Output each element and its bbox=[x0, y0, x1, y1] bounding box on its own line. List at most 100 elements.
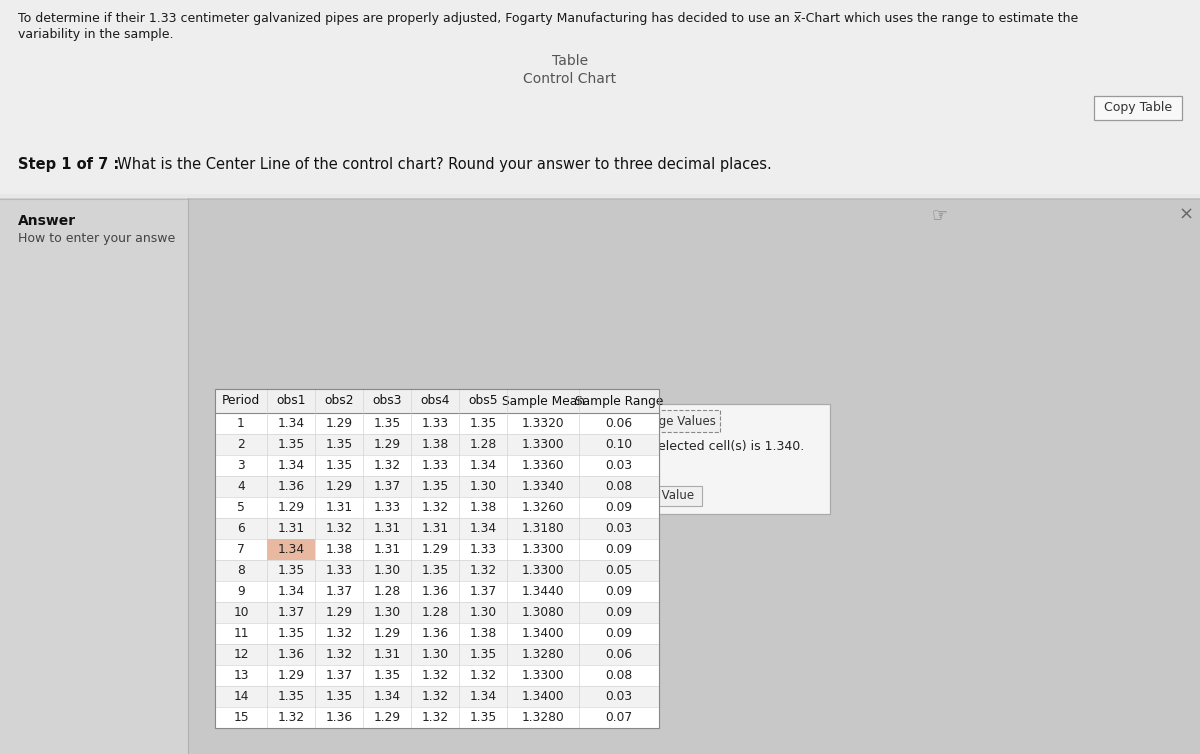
Text: 1.35: 1.35 bbox=[277, 690, 305, 703]
Text: 1.37: 1.37 bbox=[277, 606, 305, 619]
Text: 1.35: 1.35 bbox=[421, 480, 449, 493]
Text: 0.06: 0.06 bbox=[606, 417, 632, 430]
Text: 1.30: 1.30 bbox=[373, 564, 401, 577]
Bar bbox=[520, 404, 830, 514]
Text: Copy Value: Copy Value bbox=[628, 489, 694, 502]
Bar bbox=[215, 389, 659, 413]
Text: 13: 13 bbox=[233, 669, 248, 682]
Text: 9: 9 bbox=[238, 585, 245, 598]
Text: 1.38: 1.38 bbox=[421, 438, 449, 451]
Text: 2: 2 bbox=[238, 438, 245, 451]
Text: 1.30: 1.30 bbox=[421, 648, 449, 661]
Text: 1.31: 1.31 bbox=[373, 522, 401, 535]
Text: 0.08: 0.08 bbox=[605, 669, 632, 682]
Text: 1.36: 1.36 bbox=[325, 711, 353, 724]
Text: 0.09: 0.09 bbox=[606, 585, 632, 598]
Text: 1.36: 1.36 bbox=[277, 648, 305, 661]
Text: 1.3300: 1.3300 bbox=[522, 564, 564, 577]
Text: 0.05: 0.05 bbox=[605, 564, 632, 577]
Text: Sample Mean: Sample Mean bbox=[502, 394, 584, 407]
Text: Period: Period bbox=[222, 394, 260, 407]
Text: 1.3320: 1.3320 bbox=[522, 417, 564, 430]
Text: 1.35: 1.35 bbox=[469, 711, 497, 724]
Text: 0.09: 0.09 bbox=[606, 627, 632, 640]
Text: 4: 4 bbox=[238, 480, 245, 493]
Text: 1.28: 1.28 bbox=[469, 438, 497, 451]
Text: 1.34: 1.34 bbox=[277, 459, 305, 472]
Bar bbox=[215, 707, 659, 728]
Text: 1.29: 1.29 bbox=[373, 711, 401, 724]
Text: 1.3400: 1.3400 bbox=[522, 627, 564, 640]
Text: 1.28: 1.28 bbox=[421, 606, 449, 619]
Text: 1.29: 1.29 bbox=[325, 480, 353, 493]
Bar bbox=[215, 623, 659, 644]
Text: 1.37: 1.37 bbox=[325, 669, 353, 682]
Text: 1.3400: 1.3400 bbox=[522, 690, 564, 703]
Text: 1.3280: 1.3280 bbox=[522, 711, 564, 724]
Bar bbox=[215, 644, 659, 665]
Text: 0.09: 0.09 bbox=[606, 606, 632, 619]
Text: 1.3300: 1.3300 bbox=[522, 669, 564, 682]
Text: 1.35: 1.35 bbox=[325, 438, 353, 451]
Text: 1.29: 1.29 bbox=[325, 417, 353, 430]
Bar bbox=[215, 518, 659, 539]
Text: 1.33: 1.33 bbox=[421, 417, 449, 430]
Bar bbox=[215, 497, 659, 518]
Text: 10: 10 bbox=[233, 606, 248, 619]
Text: 1.30: 1.30 bbox=[469, 480, 497, 493]
Text: 1.34: 1.34 bbox=[469, 522, 497, 535]
Text: 1.28: 1.28 bbox=[373, 585, 401, 598]
Bar bbox=[266, 539, 314, 560]
Text: 1.3180: 1.3180 bbox=[522, 522, 564, 535]
Bar bbox=[215, 389, 659, 728]
Bar bbox=[215, 581, 659, 602]
Text: Sample Range: Sample Range bbox=[575, 394, 664, 407]
Text: obs4: obs4 bbox=[420, 394, 450, 407]
Text: variability in the sample.: variability in the sample. bbox=[18, 28, 174, 41]
Bar bbox=[0, 0, 1200, 194]
Text: 1.30: 1.30 bbox=[373, 606, 401, 619]
Bar bbox=[215, 560, 659, 581]
Text: 1.35: 1.35 bbox=[469, 648, 497, 661]
Text: 1.31: 1.31 bbox=[421, 522, 449, 535]
Text: Average Values: Average Values bbox=[624, 415, 715, 428]
Text: 1.36: 1.36 bbox=[277, 480, 305, 493]
Text: 1.37: 1.37 bbox=[469, 585, 497, 598]
Text: ×: × bbox=[1178, 206, 1194, 224]
Text: 0.03: 0.03 bbox=[606, 522, 632, 535]
Text: 1.35: 1.35 bbox=[277, 564, 305, 577]
Text: 1.33: 1.33 bbox=[325, 564, 353, 577]
Text: 1.32: 1.32 bbox=[421, 501, 449, 514]
Text: What is the Center Line of the control chart? Round your answer to three decimal: What is the Center Line of the control c… bbox=[108, 157, 772, 172]
Text: 1.35: 1.35 bbox=[373, 669, 401, 682]
Text: 1.32: 1.32 bbox=[325, 627, 353, 640]
Text: 1.36: 1.36 bbox=[421, 627, 449, 640]
Bar bbox=[0, 198, 188, 754]
Bar bbox=[215, 665, 659, 686]
Text: 0.10: 0.10 bbox=[606, 438, 632, 451]
Text: 5: 5 bbox=[238, 501, 245, 514]
Text: Control Chart: Control Chart bbox=[523, 72, 617, 86]
Text: 14: 14 bbox=[233, 690, 248, 703]
Text: 1.3440: 1.3440 bbox=[522, 585, 564, 598]
Text: 1.34: 1.34 bbox=[373, 690, 401, 703]
Bar bbox=[215, 389, 659, 728]
Text: 1.34: 1.34 bbox=[277, 585, 305, 598]
Text: Copy Table: Copy Table bbox=[1104, 102, 1172, 115]
Text: 1.29: 1.29 bbox=[277, 501, 305, 514]
Text: 1.29: 1.29 bbox=[421, 543, 449, 556]
Bar bbox=[620, 486, 702, 506]
Text: Answer: Answer bbox=[18, 214, 76, 228]
Text: 1.37: 1.37 bbox=[325, 585, 353, 598]
Text: 1.3080: 1.3080 bbox=[522, 606, 564, 619]
Text: 1.35: 1.35 bbox=[373, 417, 401, 430]
Text: 15: 15 bbox=[233, 711, 248, 724]
Text: 0.06: 0.06 bbox=[606, 648, 632, 661]
Bar bbox=[215, 455, 659, 476]
Text: 1.29: 1.29 bbox=[373, 438, 401, 451]
Text: 1.3280: 1.3280 bbox=[522, 648, 564, 661]
Bar bbox=[188, 198, 1200, 754]
Bar bbox=[215, 686, 659, 707]
Text: obs2: obs2 bbox=[324, 394, 354, 407]
Text: 1.34: 1.34 bbox=[469, 690, 497, 703]
